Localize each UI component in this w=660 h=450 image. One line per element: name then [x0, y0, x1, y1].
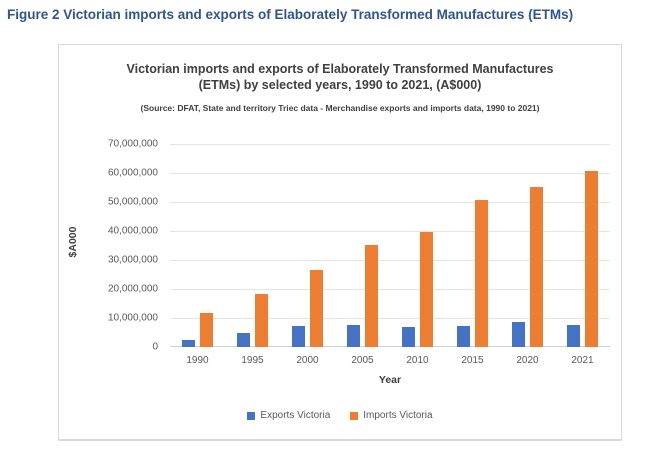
gridline [170, 231, 610, 232]
y-tick-label: 50,000,000 [107, 196, 158, 208]
x-axis-line [170, 346, 610, 347]
x-tick-label: 1995 [241, 355, 264, 366]
x-tick-label: 2020 [516, 355, 539, 366]
chart-title: Victorian imports and exports of Elabora… [126, 62, 554, 93]
plot-area: 0 10,000,000 20,000,000 30,000,000 40,000,00… [108, 139, 610, 366]
gridline [170, 289, 610, 290]
chart-subtitle: (Source: DFAT, State and territory Triec… [140, 103, 540, 113]
gridline [170, 173, 610, 174]
x-tick-label: 2000 [296, 355, 319, 366]
legend: Exports Victoria Imports Victoria [59, 410, 621, 421]
bar-imports [200, 312, 213, 347]
y-tick-label: 10,000,000 [107, 312, 158, 324]
y-tick-label: 40,000,000 [107, 225, 158, 237]
gridline [170, 318, 610, 319]
y-tick-label: 0 [152, 341, 158, 353]
figure-caption: Figure 2 Victorian imports and exports o… [7, 7, 574, 22]
y-tick-label: 30,000,000 [107, 254, 158, 266]
bar-exports [347, 325, 360, 347]
x-tick-label: 2021 [571, 355, 594, 366]
gridline [170, 202, 610, 203]
gridline [170, 144, 610, 145]
bar-imports [475, 199, 488, 347]
legend-item-imports: Imports Victoria [350, 410, 433, 421]
x-tick-label: 2015 [461, 355, 484, 366]
x-axis-title: Year [378, 374, 402, 386]
gridline [170, 260, 610, 261]
y-axis-title: $A000 [67, 226, 79, 258]
bar-imports [420, 232, 433, 347]
chart-card[interactable]: Victorian imports and exports of Elabora… [58, 44, 622, 441]
bar-exports [567, 324, 580, 347]
bar-exports [237, 333, 250, 347]
exports-swatch-icon [247, 411, 256, 420]
bar-exports [512, 322, 525, 347]
y-tick-label: 60,000,000 [107, 167, 158, 179]
bar-imports [310, 269, 323, 347]
x-tick-label: 2010 [406, 355, 429, 366]
bar-exports [457, 326, 470, 347]
bar-exports [182, 340, 195, 347]
imports-swatch-icon [350, 411, 359, 420]
bar-imports [255, 293, 268, 347]
x-tick-label: 2005 [351, 355, 374, 366]
bar-exports [402, 327, 415, 347]
x-tick-label: 1990 [186, 355, 209, 366]
bar-exports [292, 326, 305, 347]
legend-label: Imports Victoria [363, 410, 433, 421]
bar-imports [530, 186, 543, 347]
y-tick-label: 20,000,000 [107, 283, 158, 295]
bar-imports [365, 245, 378, 347]
legend-item-exports: Exports Victoria [247, 410, 330, 421]
y-tick-label: 70,000,000 [107, 138, 158, 150]
legend-label: Exports Victoria [260, 410, 331, 421]
bar-imports [585, 170, 598, 347]
